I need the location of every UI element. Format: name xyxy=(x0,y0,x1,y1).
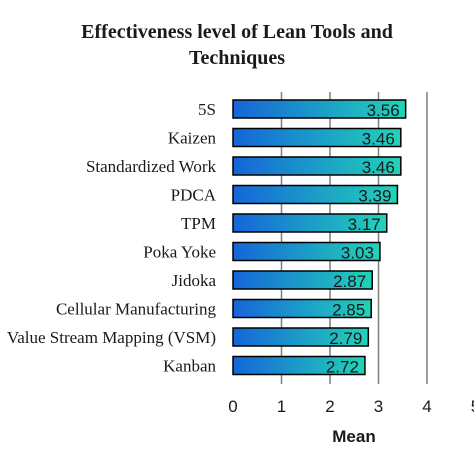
x-tick-label: 3 xyxy=(374,397,383,416)
data-label: 3.03 xyxy=(341,244,374,263)
category-label: Standardized Work xyxy=(86,157,217,176)
x-axis-ticks: 0 1 2 3 4 5 xyxy=(228,397,474,416)
data-label: 3.46 xyxy=(362,158,395,177)
chart-title-line-1: Effectiveness level of Lean Tools and xyxy=(81,21,393,43)
bar xyxy=(232,327,370,347)
bars: 3.56 3.46 3.46 3.39 3.17 3.03 2.87 2.85 2.79 2.72 xyxy=(232,99,407,377)
x-tick-label: 4 xyxy=(422,397,431,416)
bar xyxy=(232,270,373,290)
bar xyxy=(232,99,407,119)
category-label: TPM xyxy=(181,214,216,233)
data-label: 3.17 xyxy=(348,215,381,234)
bar xyxy=(232,156,402,176)
data-label: 3.46 xyxy=(362,130,395,149)
data-label: 2.87 xyxy=(333,272,366,291)
bar xyxy=(232,127,402,148)
bar xyxy=(232,355,366,376)
bar xyxy=(232,241,381,262)
data-label: 2.79 xyxy=(329,329,362,348)
category-label: 5S xyxy=(198,100,216,119)
chart-title-line-2: Techniques xyxy=(189,47,285,69)
category-label: Jidoka xyxy=(172,271,217,290)
bar xyxy=(232,213,388,233)
x-axis-title: Mean xyxy=(332,427,375,446)
bar xyxy=(232,298,372,319)
x-tick-label: 1 xyxy=(277,397,286,416)
data-label: 2.72 xyxy=(326,358,359,377)
x-tick-label: 5 xyxy=(471,397,474,416)
category-label: Value Stream Mapping (VSM) xyxy=(7,328,216,347)
data-label: 3.56 xyxy=(367,101,400,120)
category-label: Kaizen xyxy=(168,129,217,148)
category-label: Kanban xyxy=(163,357,216,376)
data-label: 3.39 xyxy=(358,187,391,206)
category-labels: 5S Kaizen Standardized Work PDCA TPM Poka Yok… xyxy=(7,100,217,376)
x-tick-label: 2 xyxy=(325,397,334,416)
category-label: Poka Yoke xyxy=(143,243,216,262)
category-label: Cellular Manufacturing xyxy=(56,300,217,319)
data-label: 2.85 xyxy=(332,301,365,320)
bar xyxy=(232,184,399,205)
x-tick-label: 0 xyxy=(228,397,237,416)
category-label: PDCA xyxy=(171,186,217,205)
